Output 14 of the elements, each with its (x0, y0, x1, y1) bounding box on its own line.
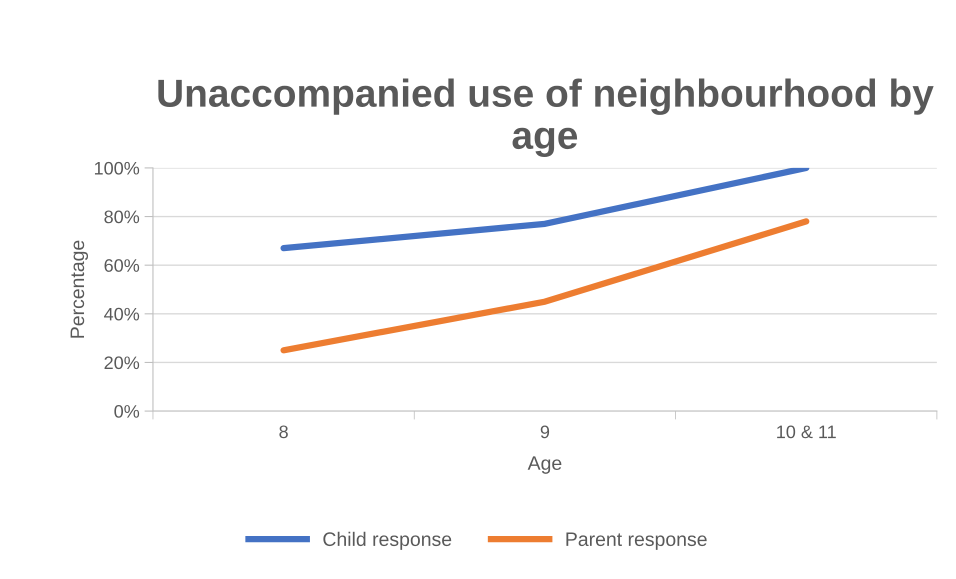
y-tick-label: 0% (114, 405, 140, 418)
chart-title: Unaccompanied use of neighbourhood by age (158, 78, 934, 157)
x-axis-title: Age (528, 456, 562, 474)
x-tick-label: 10 & 11 (777, 425, 836, 438)
y-tick-label: 60% (104, 259, 140, 272)
legend-label: Child response (323, 532, 452, 550)
y-tick-label: 40% (104, 308, 140, 321)
x-tick-label: 8 (279, 425, 288, 438)
y-axis-title: Percentage (70, 240, 88, 338)
y-tick-label: 100% (94, 162, 140, 175)
x-tick-label: 9 (540, 425, 550, 438)
y-tick-label: 80% (104, 210, 140, 224)
y-tick-label: 20% (104, 356, 140, 370)
legend-label: Parent response (566, 532, 707, 550)
